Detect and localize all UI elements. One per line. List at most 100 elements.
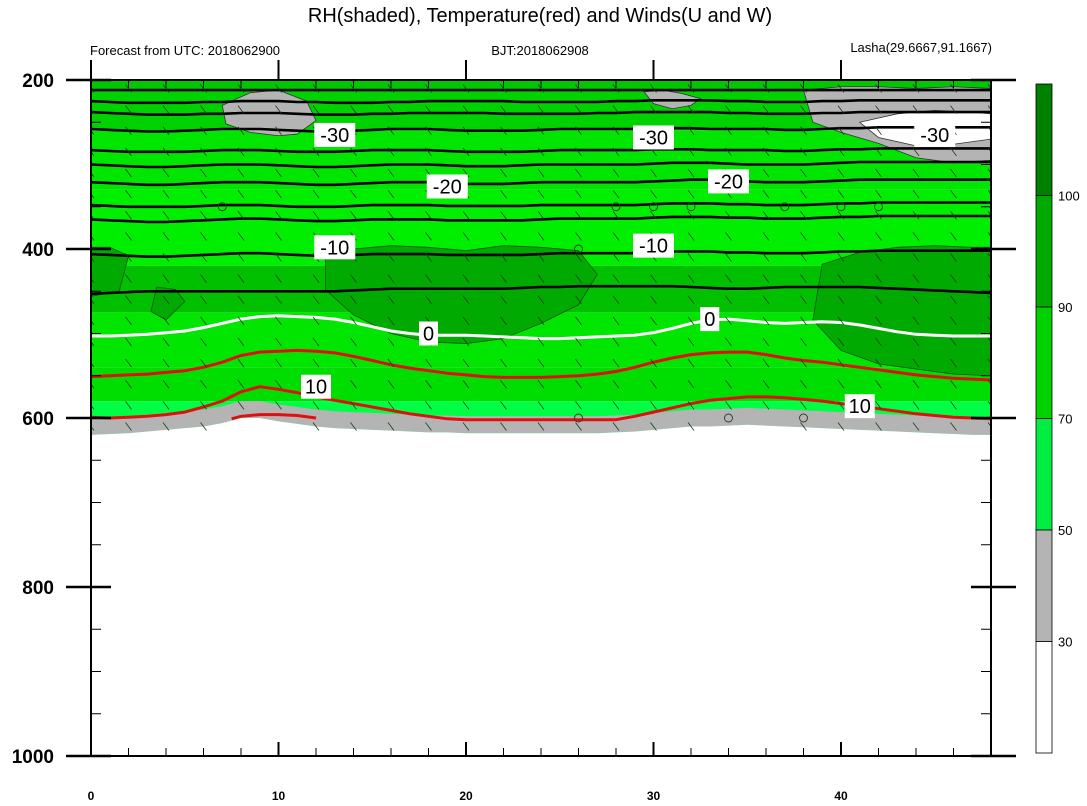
wind-barb [987,210,991,216]
wind-barb [91,383,95,389]
wind-barb [91,151,95,157]
colorbar-label: 70 [1058,412,1072,427]
isotherm-line [91,201,991,209]
wind-barb [387,253,395,262]
wind-barb [950,253,957,262]
wind-barb [687,401,695,410]
wind-barb [237,105,245,114]
wind-barb [912,316,920,326]
wind-barb [762,401,770,410]
wind-barb [912,232,920,241]
contour-label: -30 [639,127,668,149]
wind-barb [162,210,170,220]
wind-barb [575,189,582,199]
wind-barb [950,379,957,389]
wind-barb [200,422,207,431]
wind-barb [387,274,395,283]
wind-barb [575,295,582,304]
wind-barb [350,337,357,347]
colorbar-label: 90 [1058,300,1072,315]
wind-barb [537,232,545,241]
colorbar-box [1035,418,1053,531]
wind-barb [425,210,432,220]
wind-barb [725,126,732,135]
wind-barb [762,253,770,262]
wind-barb [837,84,845,93]
wind-barb [800,401,807,410]
wind-barb [237,316,245,326]
wind-barb [650,189,657,199]
wind-barb [762,316,770,326]
wind-barb [837,126,845,135]
wind-barb [800,253,807,262]
wind-barb [125,253,132,262]
contour-label: 0 [423,324,434,346]
wind-barb [125,84,132,93]
wind-barb [162,422,170,431]
wind-barb [800,105,807,114]
wind-barb [275,168,282,178]
wind-barb [537,189,545,199]
wind-barb [725,358,732,368]
wind-barb [125,189,132,199]
wind-barb [200,84,207,93]
wind-barb [950,105,957,114]
wind-barb [350,295,357,304]
wind-barb [162,274,170,283]
wind-barb [837,210,845,220]
wind-barb [650,358,657,368]
wind-barb [387,84,395,93]
y-tick-label: 800 [22,578,54,599]
wind-barb [537,422,545,431]
wind-barb [762,337,770,347]
wind-barb [91,108,95,114]
wind-barb [950,84,957,93]
wind-barb [91,277,95,283]
wind-barb [425,232,432,241]
wind-barb [91,425,95,431]
wind-barb [912,253,920,262]
contour-label-box [301,374,331,399]
wind-barb [537,379,545,389]
wind-barb [200,105,207,114]
wind-barb [275,274,282,283]
wind-barb [987,422,991,428]
wind-barb [200,401,207,410]
wind-barb [537,210,545,220]
wind-barb [500,105,507,114]
wind-barb [987,337,991,343]
wind-barb [275,337,282,347]
wind-barb [91,256,95,262]
wind-barb [875,379,882,389]
wind-barb [237,358,245,368]
wind-barb [275,401,282,410]
wind-barb [875,274,882,283]
wind-barb [575,147,582,157]
y-tick-label: 600 [22,409,54,430]
wind-barb [950,316,957,326]
wind-barb [800,295,807,304]
contour-label-box [633,125,674,150]
wind-barb [162,379,170,389]
wind-barb [875,210,882,220]
wind-barb [650,168,657,178]
isotherm-line [91,126,991,133]
wind-barb [162,168,170,178]
calm-wind-marker [836,202,846,212]
wind-barb [500,168,507,178]
wind-barb [875,147,882,157]
wind-barb [387,105,395,114]
isotherm-line [91,249,991,258]
y-tick-label: 400 [22,240,54,261]
wind-barb [987,105,991,111]
wind-barb [725,105,732,114]
wind-barb [575,337,582,347]
colorbar-box [1035,195,1053,308]
wind-barb [687,379,695,389]
wind-barb [687,358,695,368]
isotherm-line [91,147,991,154]
wind-barb [462,337,470,347]
x-tick-label: 10 [272,789,286,803]
wind-barb [462,168,470,178]
